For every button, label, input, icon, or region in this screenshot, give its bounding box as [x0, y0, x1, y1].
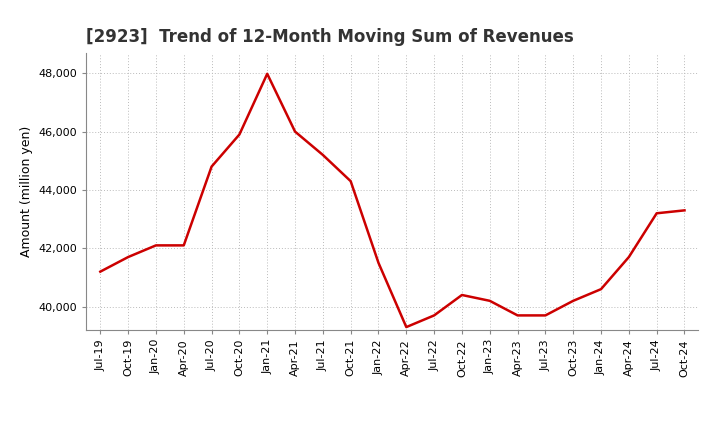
Text: [2923]  Trend of 12-Month Moving Sum of Revenues: [2923] Trend of 12-Month Moving Sum of R…: [86, 28, 574, 46]
Y-axis label: Amount (million yen): Amount (million yen): [20, 126, 33, 257]
